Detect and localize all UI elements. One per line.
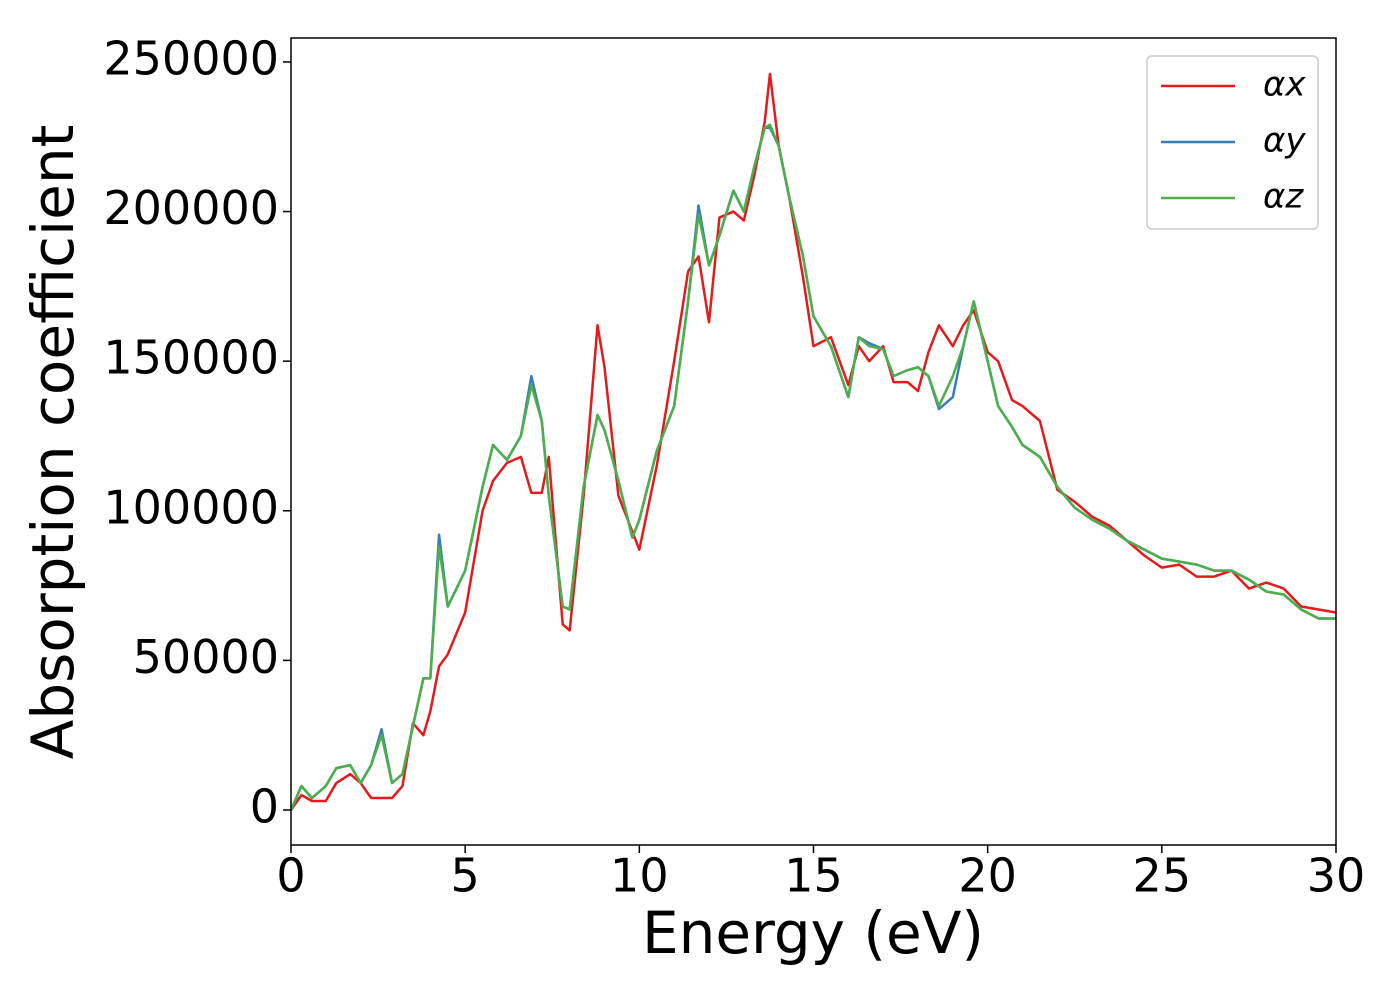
y-axis-label: Absorption coefficient [19, 125, 87, 760]
x-tick-label: 5 [451, 849, 480, 903]
y-tick-label: 200000 [103, 181, 279, 235]
series-line [291, 126, 1336, 811]
legend-label: αy [1263, 121, 1306, 161]
x-axis-label: Energy (eV) [642, 899, 984, 967]
x-tick-label: 15 [784, 849, 843, 903]
x-tick-label: 25 [1133, 849, 1192, 903]
series-line [291, 123, 1336, 811]
x-tick-label: 30 [1307, 849, 1366, 903]
x-tick-label: 0 [276, 849, 305, 903]
y-tick-label: 50000 [133, 630, 279, 684]
plot-frame [290, 37, 1337, 846]
y-tick-label: 0 [250, 779, 279, 833]
x-tick-label: 20 [958, 849, 1017, 903]
y-tick-label: 150000 [103, 331, 279, 385]
x-tick-label: 10 [610, 849, 669, 903]
legend-label: αx [1263, 65, 1306, 105]
y-tick-label: 250000 [103, 31, 279, 85]
legend-label: αz [1263, 177, 1304, 217]
legend: αx αy αz [1146, 55, 1319, 230]
y-tick-label: 100000 [103, 480, 279, 534]
